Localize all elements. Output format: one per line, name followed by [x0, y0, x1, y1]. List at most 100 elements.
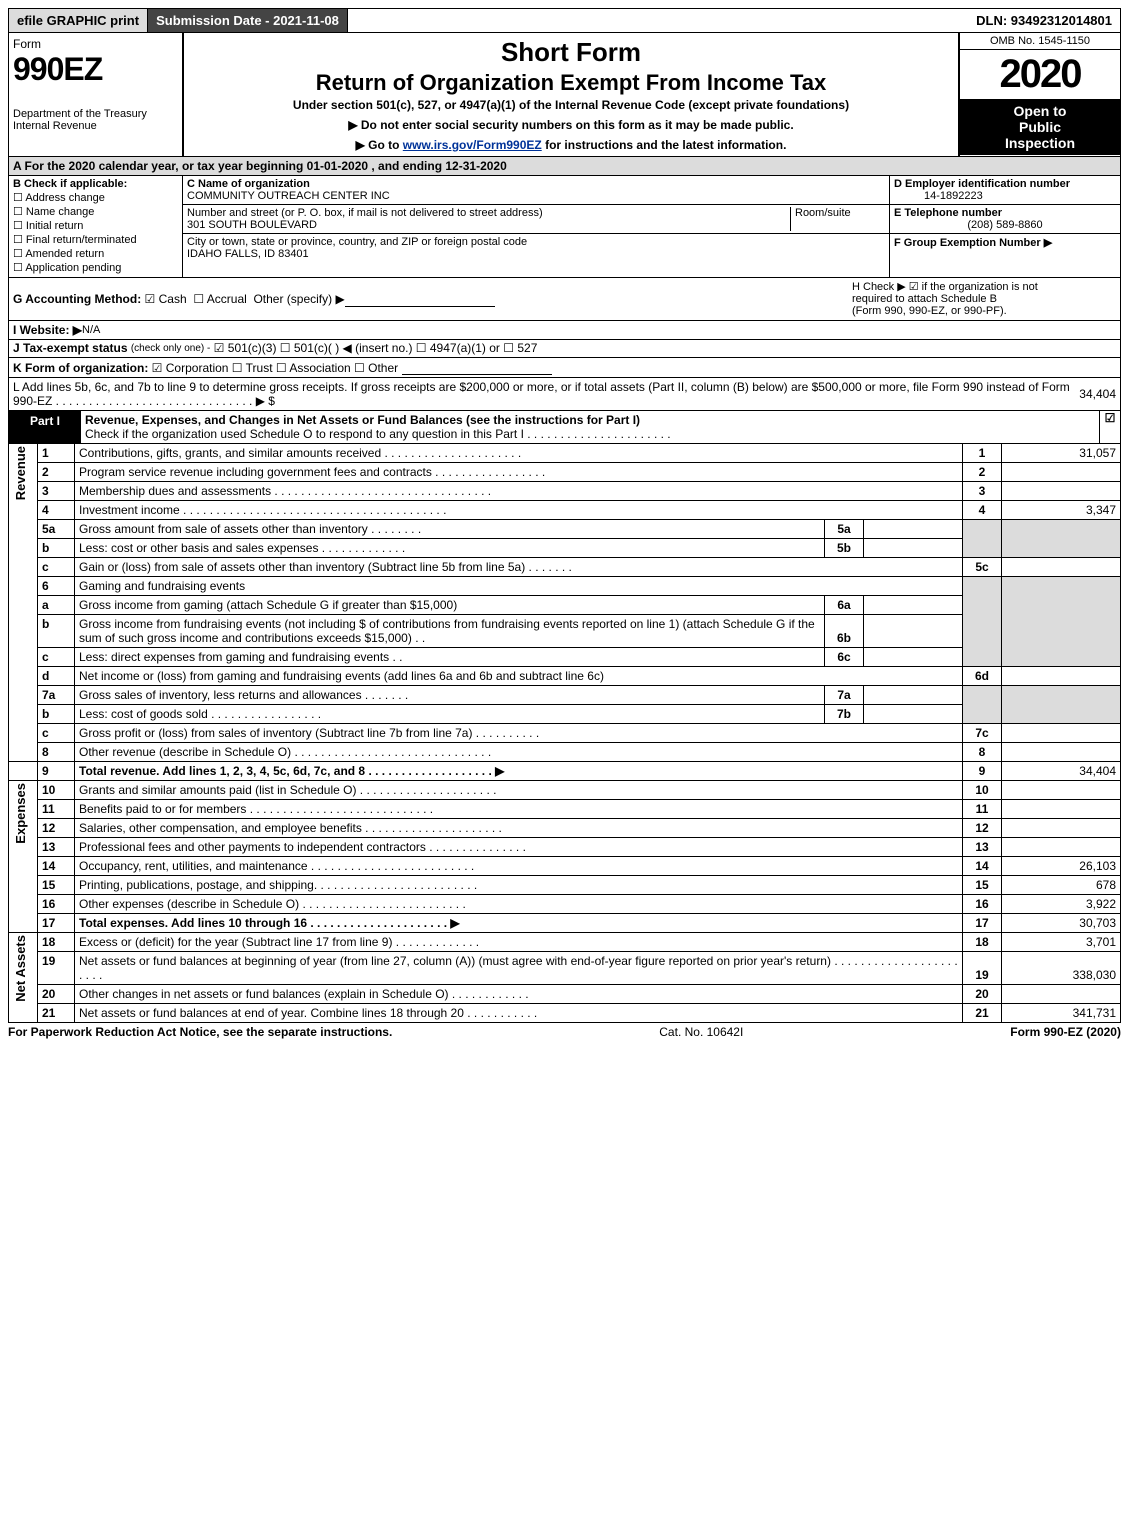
form-number: 990EZ: [13, 51, 178, 88]
tax-year: 2020: [960, 50, 1120, 99]
table-row: 3Membership dues and assessments . . . .…: [9, 482, 1121, 501]
l-text: L Add lines 5b, 6c, and 7b to line 9 to …: [13, 380, 1079, 408]
dln-label: DLN: 93492312014801: [968, 9, 1120, 32]
form-title-block: Short Form Return of Organization Exempt…: [184, 33, 958, 156]
h-text3: (Form 990, 990-EZ, or 990-PF).: [852, 305, 1112, 317]
table-row: cGross profit or (loss) from sales of in…: [9, 724, 1121, 743]
chk-accrual[interactable]: Accrual: [193, 292, 246, 306]
footer-center: Cat. No. 10642I: [659, 1025, 743, 1039]
table-row: 20Other changes in net assets or fund ba…: [9, 985, 1121, 1004]
table-row: 21Net assets or fund balances at end of …: [9, 1004, 1121, 1023]
subtitle: Under section 501(c), 527, or 4947(a)(1)…: [192, 98, 950, 112]
table-row: 9Total revenue. Add lines 1, 2, 3, 4, 5c…: [9, 762, 1121, 781]
chk-application-pending[interactable]: Application pending: [13, 261, 178, 274]
table-row: 19Net assets or fund balances at beginni…: [9, 952, 1121, 985]
j-label: J Tax-exempt status: [13, 341, 128, 355]
table-row: 16Other expenses (describe in Schedule O…: [9, 895, 1121, 914]
table-row: 2Program service revenue including gover…: [9, 463, 1121, 482]
city-value: IDAHO FALLS, ID 83401: [187, 248, 885, 260]
line-l-gross-receipts: L Add lines 5b, 6c, and 7b to line 9 to …: [8, 378, 1121, 411]
phone-value: (208) 589-8860: [894, 219, 1116, 231]
website-value: N/A: [82, 324, 100, 336]
inspection-l3: Inspection: [962, 135, 1118, 151]
table-row: bGross income from fundraising events (n…: [9, 615, 1121, 648]
form-id-block: Form 990EZ Department of the Treasury In…: [9, 33, 184, 156]
form-header: Form 990EZ Department of the Treasury In…: [8, 33, 1121, 157]
other-specify: Other (specify) ▶: [253, 292, 344, 306]
form-label: Form: [13, 37, 178, 51]
j-options[interactable]: ☑ 501(c)(3) ☐ 501(c)( ) ◀ (insert no.) ☐…: [214, 341, 538, 355]
room-suite-label: Room/suite: [790, 207, 885, 231]
table-row: 13Professional fees and other payments t…: [9, 838, 1121, 857]
revenue-sidebar: Revenue: [13, 446, 28, 500]
org-name: COMMUNITY OUTREACH CENTER INC: [187, 190, 885, 202]
page-footer: For Paperwork Reduction Act Notice, see …: [8, 1023, 1121, 1039]
ln-1-val: 31,057: [1002, 444, 1121, 463]
part-1-check[interactable]: ☑: [1099, 411, 1120, 443]
box-b-title: B Check if applicable:: [13, 178, 178, 190]
table-row: 14Occupancy, rent, utilities, and mainte…: [9, 857, 1121, 876]
table-row: 4Investment income . . . . . . . . . . .…: [9, 501, 1121, 520]
table-row: Net Assets 18Excess or (deficit) for the…: [9, 933, 1121, 952]
table-row: cLess: direct expenses from gaming and f…: [9, 648, 1121, 667]
ln-1-num: 1: [38, 444, 75, 463]
part-1-table: Revenue 1 Contributions, gifts, grants, …: [8, 444, 1121, 1023]
city-label: City or town, state or province, country…: [187, 236, 885, 248]
table-row: 7aGross sales of inventory, less returns…: [9, 686, 1121, 705]
table-row: 11Benefits paid to or for members . . . …: [9, 800, 1121, 819]
goto-prefix: ▶ Go to: [356, 138, 403, 152]
street-label: Number and street (or P. O. box, if mail…: [187, 207, 543, 219]
chk-address-change[interactable]: Address change: [13, 191, 178, 204]
l-amount: 34,404: [1079, 387, 1116, 401]
omb-number: OMB No. 1545-1150: [960, 33, 1120, 50]
chk-cash[interactable]: Cash: [145, 292, 187, 306]
k-options[interactable]: ☑ Corporation ☐ Trust ☐ Association ☐ Ot…: [152, 361, 398, 375]
part-1-header: Part I Revenue, Expenses, and Changes in…: [8, 411, 1121, 444]
table-row: Revenue 1 Contributions, gifts, grants, …: [9, 444, 1121, 463]
line-i-website: I Website: ▶ N/A: [8, 321, 1121, 340]
table-row: bLess: cost or other basis and sales exp…: [9, 539, 1121, 558]
chk-initial-return[interactable]: Initial return: [13, 219, 178, 232]
street-value: 301 SOUTH BOULEVARD: [187, 219, 317, 231]
entity-info-grid: B Check if applicable: Address change Na…: [8, 176, 1121, 278]
inspection-l2: Public: [962, 119, 1118, 135]
efile-label[interactable]: efile GRAPHIC print: [9, 9, 148, 32]
box-d-ein-block: D Employer identification number 14-1892…: [889, 176, 1120, 277]
line-a-tax-year: A For the 2020 calendar year, or tax yea…: [8, 157, 1121, 176]
table-row: Expenses 10Grants and similar amounts pa…: [9, 781, 1121, 800]
submission-date: Submission Date - 2021-11-08: [148, 9, 348, 32]
ein-label: D Employer identification number: [894, 178, 1070, 190]
chk-name-change[interactable]: Name change: [13, 205, 178, 218]
table-row: 5aGross amount from sale of assets other…: [9, 520, 1121, 539]
phone-label: E Telephone number: [894, 207, 1002, 219]
table-row: 8Other revenue (describe in Schedule O) …: [9, 743, 1121, 762]
goto-suffix: for instructions and the latest informat…: [542, 138, 787, 152]
k-label: K Form of organization:: [13, 361, 148, 375]
line-j-tax-exempt: J Tax-exempt status (check only one) - ☑…: [8, 339, 1121, 358]
h-text2: required to attach Schedule B: [852, 293, 1112, 305]
footer-left: For Paperwork Reduction Act Notice, see …: [8, 1025, 392, 1039]
j-note: (check only one) -: [131, 343, 210, 354]
part-1-check-text: Check if the organization used Schedule …: [85, 427, 671, 441]
table-row: aGross income from gaming (attach Schedu…: [9, 596, 1121, 615]
g-label: G Accounting Method:: [13, 292, 141, 306]
i-label: I Website: ▶: [13, 323, 82, 337]
table-row: 6Gaming and fundraising events: [9, 577, 1121, 596]
irs-link[interactable]: www.irs.gov/Form990EZ: [403, 138, 542, 152]
netassets-sidebar: Net Assets: [13, 935, 28, 1002]
table-row: 12Salaries, other compensation, and empl…: [9, 819, 1121, 838]
line-g-accounting: G Accounting Method: Cash Accrual Other …: [8, 278, 1121, 321]
chk-amended-return[interactable]: Amended return: [13, 247, 178, 260]
part-1-title: Revenue, Expenses, and Changes in Net As…: [85, 413, 640, 427]
footer-right: Form 990-EZ (2020): [1010, 1025, 1121, 1039]
h-text1: H Check ▶ ☑ if the organization is not: [852, 280, 1112, 293]
line-k-form-org: K Form of organization: ☑ Corporation ☐ …: [8, 358, 1121, 378]
table-row: 17Total expenses. Add lines 10 through 1…: [9, 914, 1121, 933]
table-row: cGain or (loss) from sale of assets othe…: [9, 558, 1121, 577]
table-row: 15Printing, publications, postage, and s…: [9, 876, 1121, 895]
box-b-check-applicable: B Check if applicable: Address change Na…: [9, 176, 183, 277]
chk-final-return[interactable]: Final return/terminated: [13, 233, 178, 246]
box-c-org-info: C Name of organization COMMUNITY OUTREAC…: [183, 176, 889, 277]
ln-1-desc: Contributions, gifts, grants, and simila…: [75, 444, 963, 463]
expenses-sidebar: Expenses: [13, 783, 28, 844]
